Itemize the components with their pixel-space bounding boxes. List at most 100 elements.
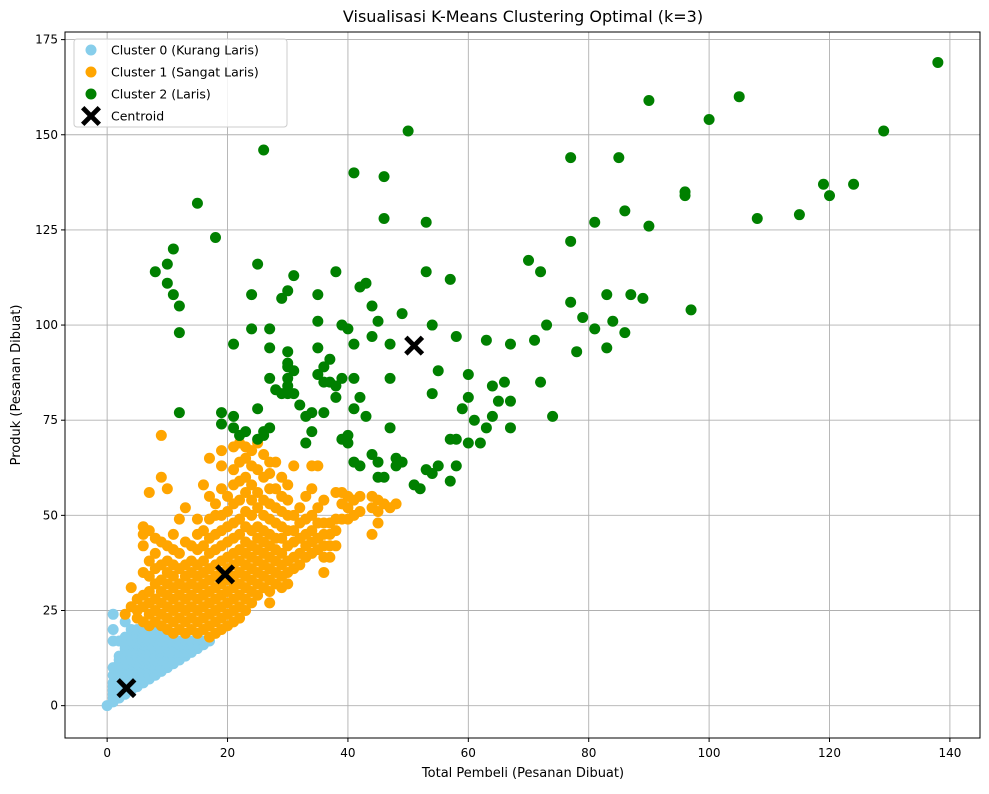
data-point xyxy=(276,547,288,559)
data-point xyxy=(149,547,161,559)
y-axis-ticks: 0 25 50 75 100 125 150 175 xyxy=(35,33,65,713)
data-point xyxy=(216,418,228,430)
data-point xyxy=(276,532,288,544)
data-point xyxy=(414,483,426,495)
data-point xyxy=(450,433,462,445)
data-point xyxy=(306,426,318,438)
data-point xyxy=(498,376,510,388)
data-point xyxy=(685,304,697,316)
data-point xyxy=(589,216,601,228)
data-point xyxy=(324,353,336,365)
data-point xyxy=(535,266,547,278)
legend-label: Cluster 2 (Laris) xyxy=(111,87,211,102)
data-point xyxy=(366,528,378,540)
data-points xyxy=(101,56,944,712)
legend-marker xyxy=(85,66,97,78)
data-point xyxy=(366,330,378,342)
data-point xyxy=(246,494,258,506)
data-point xyxy=(282,494,294,506)
data-point xyxy=(312,369,324,381)
series-3 xyxy=(116,335,425,699)
data-point xyxy=(384,338,396,350)
data-point xyxy=(504,395,516,407)
data-point xyxy=(432,460,444,472)
data-point xyxy=(932,56,944,68)
data-point xyxy=(565,296,577,308)
legend-marker xyxy=(85,44,97,56)
legend-label: Cluster 1 (Sangat Laris) xyxy=(111,65,259,80)
data-point xyxy=(535,376,547,388)
legend-box xyxy=(73,38,288,128)
data-point xyxy=(167,289,179,301)
data-point xyxy=(155,471,167,483)
legend-label: Centroid xyxy=(111,109,164,124)
x-tick-label: 140 xyxy=(938,746,961,760)
legend-marker xyxy=(85,88,97,100)
data-point xyxy=(288,270,300,282)
data-point xyxy=(167,243,179,255)
x-axis-label: Total Pembeli (Pesanan Dibuat) xyxy=(421,766,624,781)
legend-marker xyxy=(81,106,101,126)
data-point xyxy=(378,171,390,183)
data-point xyxy=(258,448,270,460)
legend: Cluster 0 (Kurang Laris) Cluster 1 (Sanga… xyxy=(73,38,288,128)
data-point xyxy=(173,327,185,339)
data-point xyxy=(480,334,492,346)
data-point xyxy=(577,311,589,323)
data-point xyxy=(354,490,366,502)
data-point xyxy=(246,289,258,301)
data-point xyxy=(197,525,209,537)
data-point xyxy=(197,479,209,491)
data-point xyxy=(733,91,745,103)
data-point xyxy=(161,258,173,270)
data-point xyxy=(107,608,119,620)
data-point xyxy=(679,190,691,202)
data-point xyxy=(228,422,240,434)
data-point xyxy=(222,506,234,518)
x-tick-label: 80 xyxy=(581,746,596,760)
data-point xyxy=(378,471,390,483)
data-point xyxy=(276,471,288,483)
data-point xyxy=(300,437,312,449)
data-point xyxy=(161,277,173,289)
series-2 xyxy=(149,56,944,495)
data-point xyxy=(276,292,288,304)
y-tick-label: 175 xyxy=(35,33,58,47)
data-point xyxy=(330,391,342,403)
data-point xyxy=(161,483,173,495)
data-point xyxy=(330,525,342,537)
data-point xyxy=(354,391,366,403)
data-point xyxy=(264,372,276,384)
data-point xyxy=(643,220,655,232)
data-point xyxy=(372,456,384,468)
y-tick-label: 125 xyxy=(35,223,58,237)
data-point xyxy=(342,502,354,514)
y-axis-label: Produk (Pesanan Dibuat) xyxy=(9,305,24,466)
series-0 xyxy=(101,608,215,712)
data-point xyxy=(119,608,131,620)
data-point xyxy=(462,437,474,449)
data-point xyxy=(143,487,155,499)
data-point xyxy=(444,475,456,487)
data-point xyxy=(402,125,414,137)
data-point xyxy=(486,380,498,392)
data-point xyxy=(817,178,829,190)
data-point xyxy=(282,479,294,491)
data-point xyxy=(143,525,155,537)
data-point xyxy=(318,494,330,506)
data-point xyxy=(306,509,318,521)
grid xyxy=(65,32,980,738)
data-point xyxy=(372,517,384,529)
data-point xyxy=(601,289,613,301)
data-point xyxy=(366,448,378,460)
data-point xyxy=(432,365,444,377)
data-point xyxy=(173,547,185,559)
data-point xyxy=(523,254,535,266)
data-point xyxy=(318,361,330,373)
data-point xyxy=(318,566,330,578)
data-point xyxy=(348,372,360,384)
data-point xyxy=(354,506,366,518)
data-point xyxy=(228,338,240,350)
data-point xyxy=(173,407,185,419)
